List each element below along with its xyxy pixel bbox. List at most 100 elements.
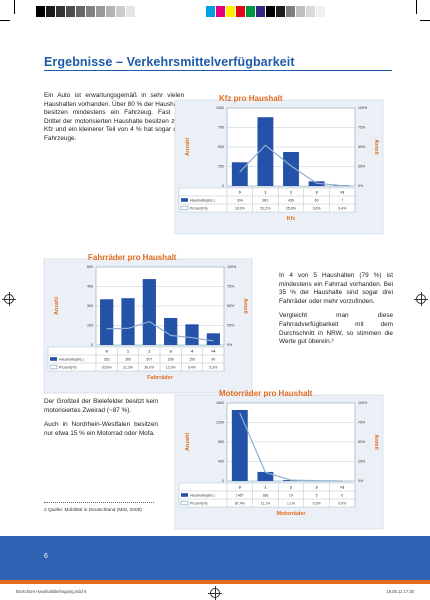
color-swatch — [206, 6, 216, 17]
y2-tick-label: 100% — [358, 106, 368, 110]
chart-motorrad: Motorräder pro Haushalt 0 400 800 1200 1600 0%… — [174, 387, 387, 536]
bar->3 — [334, 185, 351, 186]
y-tick-label: 300 — [87, 304, 93, 308]
y-axis-label: Anzahl — [54, 297, 60, 316]
y2-tick-label: 25% — [358, 460, 366, 464]
y2-tick-label: 75% — [227, 285, 235, 289]
data-label: 208 — [168, 357, 174, 361]
data-label: 9,4% — [188, 365, 196, 369]
color-swatch — [126, 6, 136, 17]
crop-mark — [420, 20, 430, 21]
color-swatch — [156, 6, 166, 17]
color-swatch — [106, 6, 116, 17]
x-tick-label: 4 — [191, 350, 193, 354]
bar-4 — [185, 324, 199, 345]
x-axis-label: Fahrräder — [147, 375, 174, 381]
data-label: 1,1% — [287, 501, 295, 505]
data-label: 0 — [341, 493, 343, 497]
y2-tick-label: 50% — [227, 304, 235, 308]
color-swatch — [216, 6, 226, 17]
data-label: 18,0% — [235, 206, 245, 210]
legend-label: Prozent(%) — [59, 365, 77, 369]
y-tick-label: 1200 — [216, 421, 224, 425]
chart-title: Fahrräder pro Haushalt — [88, 253, 177, 262]
data-label: 436 — [288, 198, 294, 202]
color-swatch — [136, 6, 146, 17]
x-tick-label: >3 — [340, 191, 344, 195]
color-swatch — [226, 6, 236, 17]
y-tick-label: 1000 — [216, 106, 224, 110]
data-label: 11,1% — [261, 501, 271, 505]
data-label: 25,8% — [286, 206, 296, 210]
bar-1 — [257, 471, 274, 481]
x-tick-label: 2 — [290, 191, 292, 195]
y-tick-label: 250 — [218, 165, 224, 169]
y2-tick-label: 0% — [227, 343, 233, 347]
y2-tick-label: 50% — [358, 440, 366, 444]
text-block-kfz: Ein Auto ist erwartungsgemäß in sehr vie… — [44, 92, 184, 150]
data-table — [47, 346, 225, 372]
crop-mark — [0, 20, 10, 21]
legend-label: Haushalte(abs.) — [59, 357, 84, 361]
y2-axis-label: Anteil — [373, 434, 379, 450]
data-label: 52,2% — [260, 206, 270, 210]
color-swatch — [196, 6, 206, 17]
color-swatch — [266, 6, 276, 17]
y-tick-label: 0 — [91, 343, 93, 347]
legend-swatch — [181, 493, 188, 497]
data-label: 3,6% — [313, 206, 321, 210]
percent-line — [239, 144, 343, 187]
bar-0 — [231, 409, 248, 481]
x-tick-label: 2 — [290, 486, 292, 490]
legend-swatch — [49, 364, 58, 370]
legend-label: Haushalte(abs.) — [190, 493, 215, 497]
data-label: 352 — [104, 357, 110, 361]
x-tick-label: 1 — [127, 350, 129, 354]
y-tick-label: 750 — [218, 126, 224, 130]
x-axis-label: Kfz — [287, 216, 296, 222]
print-slug-date: 19.05.11 17:30 — [386, 589, 414, 594]
title-divider — [44, 70, 392, 71]
data-label: 12,3% — [166, 365, 176, 369]
paragraph-fahrrad-1: In 4 von 5 Haushalten (79 %) ist mindest… — [279, 272, 393, 305]
paragraph-fahrrad-2: Vergleicht man diese Fahrradverfügbarkei… — [279, 312, 393, 346]
chart-kfz: Kfz pro Haushalt 0 250 500 750 1000 0% 25% 50% 75… — [174, 92, 387, 241]
data-label: 0,3% — [313, 501, 321, 505]
data-label: 20,8% — [102, 365, 112, 369]
x-tick-label: >3 — [340, 486, 344, 490]
registration-mark-icon — [2, 292, 16, 306]
bar-0 — [100, 299, 114, 345]
percent-line — [106, 320, 214, 342]
chart-title: Motorräder pro Haushalt — [219, 389, 313, 398]
y-tick-label: 600 — [87, 265, 93, 269]
x-tick-label: 1 — [264, 191, 266, 195]
y-axis-label: Anzahl — [185, 433, 191, 452]
bar-2 — [283, 151, 299, 186]
y2-tick-label: 50% — [358, 145, 366, 149]
legend-label: Haushalte(abs.) — [190, 198, 215, 202]
data-label: 90 — [211, 357, 215, 361]
y2-tick-label: 25% — [358, 165, 366, 169]
x-tick-label: >4 — [211, 350, 215, 354]
color-swatch — [186, 6, 196, 17]
footnote: 2 Quelle: Mobilität in Deutschland (MiD,… — [44, 508, 142, 513]
data-label: 882 — [262, 198, 268, 202]
page-title: Ergebnisse – Verkehrsmittelverfügbarkeit — [44, 55, 295, 69]
x-tick-label: 0 — [239, 486, 241, 490]
data-label: 30,0% — [144, 365, 154, 369]
footer-band — [0, 536, 430, 580]
x-axis-label: Motorräder — [276, 511, 306, 517]
data-label: 360 — [125, 357, 131, 361]
data-table — [178, 482, 356, 508]
color-swatch — [116, 6, 126, 17]
color-swatch — [66, 6, 76, 17]
y-tick-label: 450 — [87, 285, 93, 289]
color-swatch — [166, 6, 176, 17]
crop-mark — [14, 0, 15, 14]
legend-swatch — [50, 357, 57, 361]
data-label: 0,4% — [338, 206, 346, 210]
data-label: 304 — [237, 198, 243, 202]
paragraph-motorrad-2: Auch in Nordrhein-Westfalen besitzen nur… — [44, 421, 158, 437]
x-tick-label: 1 — [264, 486, 266, 490]
y-axis-label: Anzahl — [185, 138, 191, 157]
